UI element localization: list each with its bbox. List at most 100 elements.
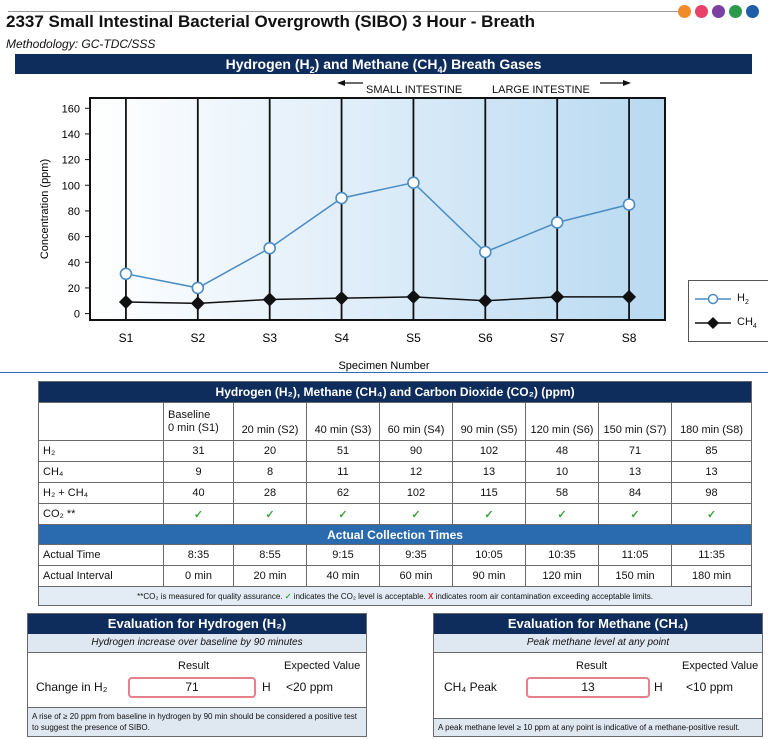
h2-point — [407, 176, 420, 189]
chart-banner-prefix: Hydrogen (H — [225, 56, 310, 72]
y-tick-label: 160 — [62, 103, 80, 115]
legend-markers — [695, 293, 731, 329]
eval-hydrogen-flag: H — [262, 680, 271, 694]
column-header: 150 min (S7) — [598, 402, 672, 441]
table-cell: 11 — [306, 461, 380, 483]
table-cell: 40 — [163, 482, 234, 504]
breath-gas-chart: 0 20 40 60 80 100 120 140 160 S1 S2 S3 S4 S5 S6 S7 S8 C… — [39, 97, 666, 372]
eval-hydrogen-panel: Evaluation for Hydrogen (H₂) Hydrogen in… — [27, 613, 367, 737]
eval-methane-panel: Evaluation for Methane (CH₄) Peak methan… — [433, 613, 763, 737]
ch4-point — [262, 292, 277, 307]
column-header-line2: 180 min (S8) — [680, 424, 744, 436]
h2-point — [622, 198, 636, 211]
column-header-row: Baseline 0 min (S1) 20 min (S2) 40 min (S3)… — [38, 402, 753, 441]
note-row: **CO₂ is measured for quality assurance.… — [37, 586, 753, 606]
y-tick-label: 60 — [68, 232, 80, 244]
row-label: CO₂ ** — [38, 503, 164, 525]
note-part-c: indicates room air contamination exceedi… — [435, 591, 653, 601]
section-divider — [0, 372, 768, 373]
x-tick-label: S3 — [262, 331, 277, 345]
legend-ch4-marker — [707, 317, 719, 329]
y-tick-label: 40 — [68, 257, 80, 269]
y-tick-label: 120 — [62, 155, 80, 167]
row-label: H₂ — [38, 440, 164, 462]
column-header: 20 min (S2) — [233, 402, 307, 441]
table-cell: 8 — [233, 461, 307, 483]
column-header: 90 min (S5) — [452, 402, 526, 441]
interval-cell: 0 min — [163, 565, 234, 587]
table-cell: 90 — [379, 440, 453, 462]
x-tick-label: S6 — [478, 331, 493, 345]
check-icon: ✓ — [163, 503, 234, 525]
x-tick-label: S7 — [550, 331, 565, 345]
table-cell: 48 — [525, 440, 599, 462]
column-header: Baseline 0 min (S1) — [163, 402, 234, 441]
table-cell: 9 — [163, 461, 234, 483]
column-header: 40 min (S3) — [306, 402, 380, 441]
x-tick-label: S8 — [622, 331, 637, 345]
header-dot-green — [729, 5, 742, 18]
x-tick-label: S4 — [334, 331, 349, 345]
collection-title-row: Actual Collection Times — [37, 524, 753, 545]
methodology: Methodology: GC-TDC/SSS — [6, 37, 156, 51]
page-title: 2337 Small Intestinal Bacterial Overgrow… — [6, 12, 536, 31]
table-cell: 115 — [452, 482, 526, 504]
column-header-line2: 120 min (S6) — [530, 424, 594, 436]
ch4-point — [406, 289, 421, 304]
time-cell: 10:35 — [525, 544, 599, 566]
note-check-icon: ✓ — [284, 591, 292, 601]
y-tick-label: 0 — [74, 309, 80, 321]
table-title: Hydrogen (H₂), Methane (CH₄) and Carbon … — [37, 381, 753, 403]
table-title-row: Hydrogen (H₂), Methane (CH₄) and Carbon … — [37, 381, 753, 403]
h2-point — [119, 267, 133, 281]
right-arrow-head — [623, 80, 631, 86]
table-cell: 85 — [670, 440, 753, 462]
time-cell: 9:35 — [379, 544, 453, 566]
table-cell: 58 — [525, 482, 599, 504]
ch4-point — [190, 296, 205, 311]
table-cell: 13 — [598, 461, 672, 483]
eval-methane-title: Evaluation for Methane (CH₄) — [434, 614, 762, 634]
note-part-b: indicates the CO₂ level is acceptable. — [293, 591, 426, 601]
table-row: H₂ 31 20 51 90 102 48 71 85 — [38, 440, 753, 462]
header-dot-pink — [695, 5, 708, 18]
legend-ch4-text: CH — [737, 316, 753, 328]
left-arrow-head — [337, 80, 345, 86]
header-dot-blue — [746, 5, 759, 18]
x-tick-label: S2 — [190, 331, 205, 345]
column-header: 60 min (S4) — [379, 402, 453, 441]
h2-point — [479, 245, 492, 259]
eval-methane-expected-header: Expected Value — [682, 660, 759, 672]
interval-cell: 60 min — [379, 565, 453, 587]
chart-banner: Hydrogen (H2) and Methane (CH4) Breath G… — [15, 54, 752, 75]
h2-point — [335, 191, 348, 205]
note-part-a: **CO₂ is measured for quality assurance. — [137, 591, 283, 601]
ch4-point — [118, 295, 133, 310]
time-cell: 10:05 — [452, 544, 526, 566]
table-cell: 71 — [598, 440, 672, 462]
eval-hydrogen-result-box: 71 — [128, 677, 256, 698]
header-color-dots — [0, 5, 768, 19]
time-cell: 8:35 — [163, 544, 234, 566]
table-footnote: **CO₂ is measured for quality assurance.… — [37, 586, 753, 606]
actual-interval-label: Actual Interval — [38, 565, 164, 587]
y-tick-label: 20 — [68, 283, 80, 295]
time-cell: 8:55 — [233, 544, 307, 566]
table-row: CO₂ ** ✓ ✓ ✓ ✓ ✓ ✓ ✓ ✓ — [38, 503, 753, 525]
interval-cell: 120 min — [525, 565, 599, 587]
actual-time-label: Actual Time — [38, 544, 164, 566]
table-cell: 98 — [670, 482, 753, 504]
table-cell: 13 — [670, 461, 753, 483]
actual-interval-row: Actual Interval 0 min 20 min 40 min 60 min 9… — [38, 565, 753, 587]
time-cell: 9:15 — [306, 544, 380, 566]
collection-title: Actual Collection Times — [37, 524, 753, 545]
table-cell: 102 — [452, 440, 526, 462]
h2-point — [550, 216, 564, 229]
header-rule — [8, 11, 678, 12]
ch4-point — [622, 289, 637, 304]
check-icon: ✓ — [525, 503, 599, 525]
table-cell: 10 — [525, 461, 599, 483]
table-cell: 12 — [379, 461, 453, 483]
gas-data-table: Hydrogen (H₂), Methane (CH₄) and Carbon … — [37, 381, 753, 606]
interval-cell: 20 min — [233, 565, 307, 587]
